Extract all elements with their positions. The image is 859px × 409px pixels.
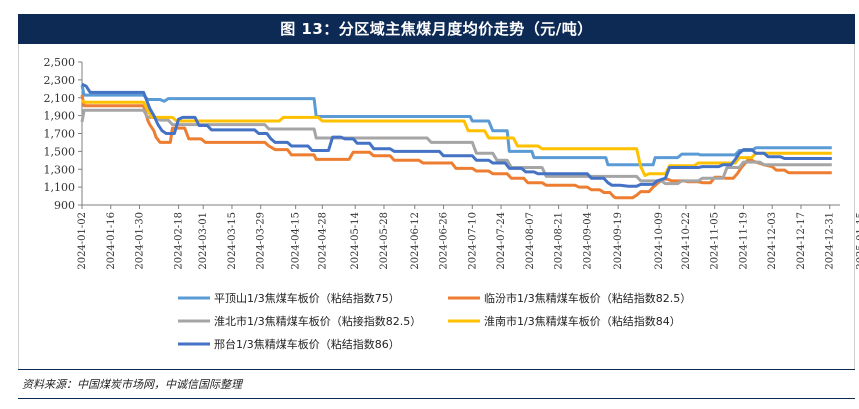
series-line-3 — [80, 108, 832, 186]
x-axis: 2024-01-02 2024-01-16 2024-01-30 2024-02-18… — [77, 204, 859, 270]
y-tick-label: 1,500 — [44, 145, 76, 158]
footer-divider — [18, 398, 855, 399]
series-line-5 — [81, 82, 832, 188]
legend-label-3: 淮北市1/3焦精煤车板价（粘接指数82.5） — [214, 314, 421, 328]
series-line-1 — [80, 84, 832, 167]
y-tick-label: 2,500 — [44, 56, 76, 69]
legend-label-4: 淮南市1/3焦精煤车板价（粘结指数84） — [484, 314, 681, 328]
y-tick-label: 900 — [54, 199, 75, 212]
x-tick-label: 2024-01-16 — [106, 212, 117, 270]
legend-label-2: 临汾市1/3焦精煤车板价（粘结指数82.5） — [484, 291, 691, 305]
x-tick-label: 2024-03-29 — [256, 212, 267, 270]
legend: 平顶山1/3焦煤车板价（粘结指数75） 临汾市1/3焦精煤车板价（粘结指数82.5… — [178, 291, 691, 351]
legend-label-1: 平顶山1/3焦煤车板价（粘结指数75） — [214, 291, 400, 305]
x-tick-label: 2024-08-21 — [554, 212, 565, 270]
y-tick-label: 1,100 — [44, 181, 76, 194]
series-line-2 — [80, 94, 832, 200]
legend-label-5: 邢台1/3焦精煤车板价（粘结指数86） — [214, 337, 400, 351]
x-tick-label: 2024-12-17 — [796, 212, 807, 270]
x-tick-label: 2024-07-10 — [467, 212, 478, 270]
x-tick-label: 2024-01-02 — [77, 212, 88, 270]
x-tick-label: 2024-10-22 — [681, 212, 692, 270]
x-tick-label: 2024-05-14 — [350, 212, 361, 270]
x-tick-label: 2024-10-09 — [654, 212, 665, 270]
y-tick-label: 1,300 — [44, 163, 76, 176]
y-tick-label: 2,100 — [44, 92, 76, 105]
x-tick-label: 2024-02-18 — [174, 212, 185, 270]
y-tick-label: 2,300 — [44, 74, 76, 87]
x-tick-label: 2024-01-30 — [135, 212, 146, 270]
x-tick-label: 2024-09-19 — [613, 212, 624, 270]
x-tick-label: 2024-09-04 — [582, 212, 593, 270]
source-divider — [18, 369, 855, 370]
y-tick-label: 1,900 — [44, 110, 76, 123]
series-group — [80, 82, 832, 200]
figure-title: 图 13：分区域主焦煤月度均价走势（元/吨） — [18, 14, 855, 44]
x-tick-label: 2024-05-28 — [379, 212, 390, 270]
x-tick-label: 2024-12-31 — [825, 212, 836, 270]
x-tick-label: 2024-12-03 — [767, 212, 778, 270]
x-tick-label: 2024-07-24 — [496, 212, 507, 270]
x-tick-label: 2024-04-15 — [291, 212, 302, 270]
x-tick-label: 2024-03-15 — [227, 212, 238, 270]
source-note: 资料来源：中国煤炭市场网，中诚信国际整理 — [22, 378, 242, 391]
x-tick-label: 2024-06-12 — [410, 212, 421, 270]
x-tick-label: 2024-08-07 — [525, 212, 536, 270]
x-tick-label: 2024-11-05 — [710, 212, 721, 270]
series-line-4 — [81, 99, 832, 177]
y-axis: 900 1,100 1,300 1,500 1,700 1,900 2,100 2,300 2,… — [44, 56, 83, 212]
x-tick-label: 2024-04-28 — [317, 212, 328, 270]
x-tick-label: 2025-01-15 — [856, 212, 859, 270]
y-tick-label: 1,700 — [44, 128, 76, 141]
x-tick-label: 2024-06-26 — [439, 212, 450, 270]
x-tick-label: 2024-03-01 — [198, 212, 209, 270]
x-tick-label: 2024-11-19 — [738, 212, 749, 270]
figure-border — [18, 44, 855, 369]
